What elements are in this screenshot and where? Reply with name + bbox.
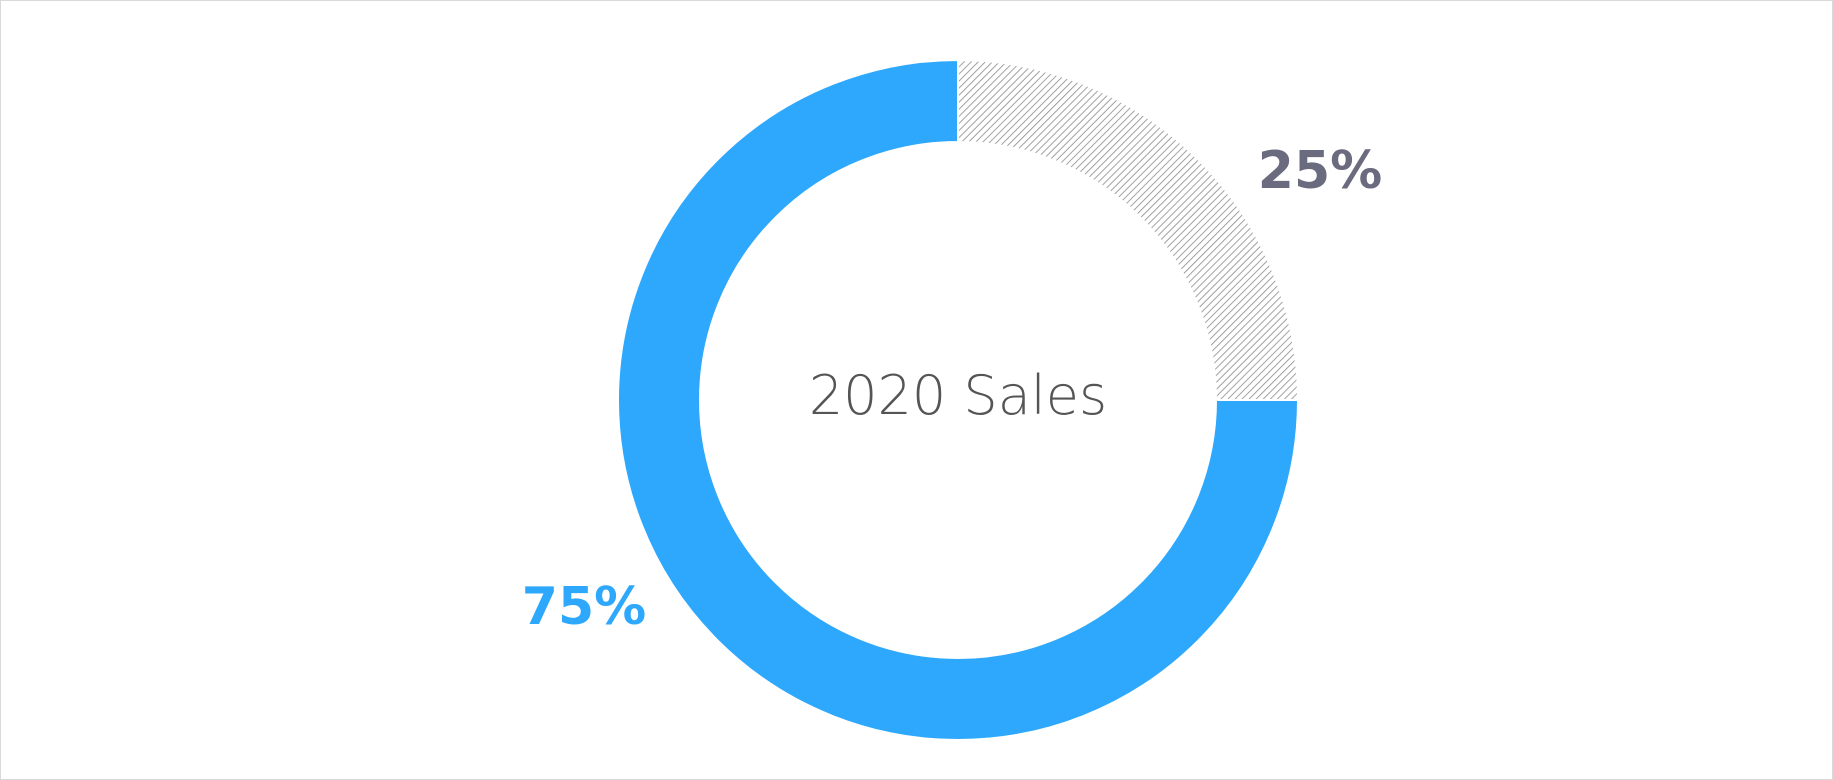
slice-label-25: 25% [1258,141,1382,201]
slice-25 [957,58,1300,401]
slice-label-75: 75% [522,577,646,637]
chart-title: 2020 Sales [809,364,1107,427]
slice-75 [617,58,1300,741]
